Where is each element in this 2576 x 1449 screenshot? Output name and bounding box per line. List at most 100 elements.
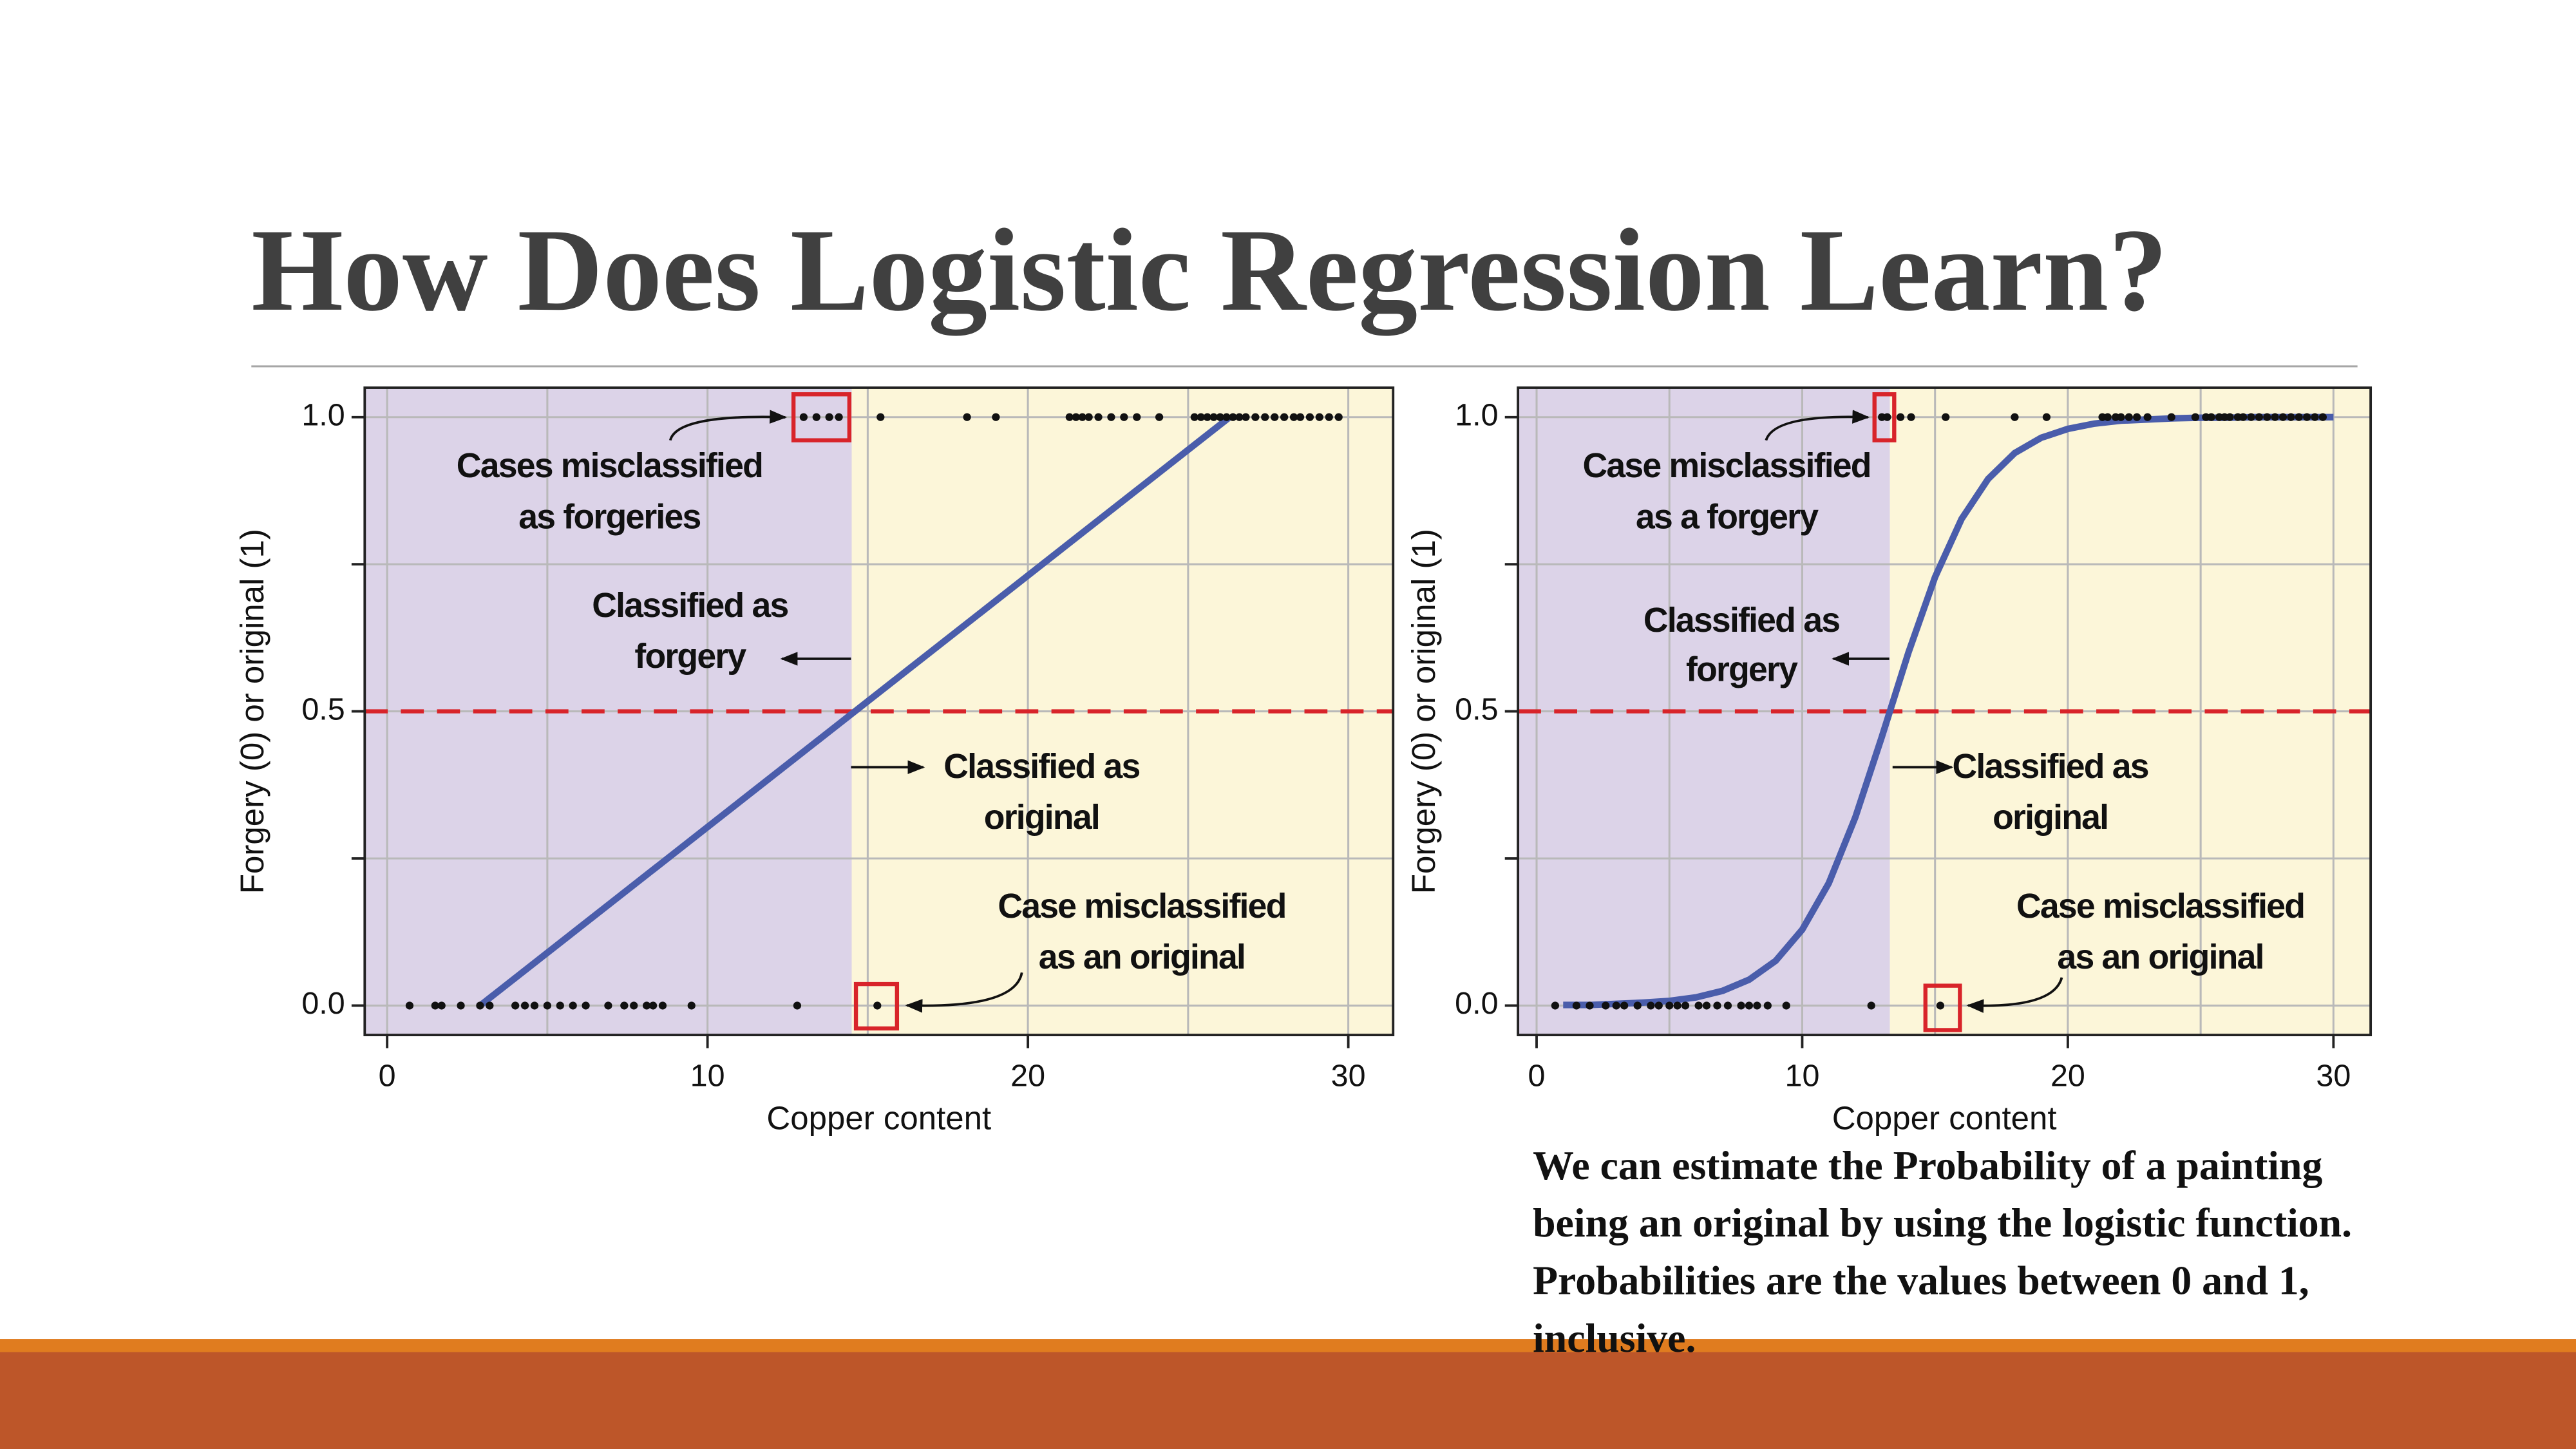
data-point [1334, 413, 1343, 421]
highlight-box [853, 981, 900, 1031]
data-point [520, 1001, 529, 1010]
y-tick-label: 0.0 [301, 986, 345, 1021]
data-point [1867, 1001, 1875, 1010]
y-tick-label: 0.5 [301, 692, 345, 726]
data-point [1702, 1001, 1711, 1010]
data-point [2103, 413, 2112, 421]
data-point [1694, 1001, 1703, 1010]
data-point [1907, 413, 1915, 421]
data-point [873, 1001, 882, 1010]
annotation: original [1993, 799, 2108, 837]
data-point [630, 1001, 638, 1010]
data-point [1094, 413, 1103, 421]
data-point [1551, 1001, 1560, 1010]
x-tick-label: 30 [2316, 1058, 2351, 1093]
data-point [2133, 413, 2141, 421]
data-point [437, 1001, 446, 1010]
data-point [835, 413, 843, 421]
data-point [1222, 413, 1231, 421]
data-point [1305, 413, 1314, 421]
annotation: Classified as [943, 748, 1139, 786]
x-tick-label: 20 [1010, 1058, 1045, 1093]
caption-line: being an original by using the logistic … [1533, 1200, 2352, 1245]
data-point [2311, 413, 2319, 421]
data-point [1197, 413, 1205, 421]
slide-title: How Does Logistic Regression Learn? [251, 204, 2168, 336]
data-point [812, 413, 820, 421]
data-point [2239, 413, 2248, 421]
data-point [1713, 1001, 1721, 1010]
annotation: as an original [2057, 938, 2263, 976]
x-tick-label: 0 [1528, 1058, 1546, 1093]
data-point [2042, 413, 2051, 421]
data-point [1065, 413, 1074, 421]
data-point [1289, 413, 1298, 421]
data-point [642, 1001, 651, 1010]
data-point [992, 413, 1000, 421]
caption-line: inclusive. [1533, 1315, 1696, 1361]
data-point [1896, 413, 1905, 421]
arrow [668, 410, 788, 441]
data-point [1753, 1001, 1761, 1010]
data-point [1681, 1001, 1690, 1010]
data-point [793, 1001, 802, 1010]
data-point [1620, 1001, 1629, 1010]
annotation: as forgeries [518, 498, 700, 536]
data-point [799, 413, 808, 421]
data-point [1763, 1001, 1772, 1010]
annotation: Case misclassified [998, 887, 1285, 925]
data-point [1665, 1001, 1674, 1010]
data-point [476, 1001, 484, 1010]
x-tick-label: 30 [1331, 1058, 1366, 1093]
highlight-box [1923, 983, 1962, 1032]
caption-line: Probabilities are the values between 0 a… [1533, 1258, 2309, 1303]
data-point [431, 1001, 439, 1010]
data-point [556, 1001, 564, 1010]
data-point [1673, 1001, 1681, 1010]
data-point [1229, 413, 1237, 421]
y-tick-label: 0.5 [1455, 692, 1498, 726]
data-point [1190, 413, 1198, 421]
arrow [1765, 410, 1870, 441]
footer-stripe [0, 1339, 2576, 1352]
chart: 0 10 20 30 0.0 0.5 1.0 Copper content Forgery (0… [234, 386, 1395, 1136]
x-tick-label: 0 [379, 1058, 396, 1093]
data-point [1315, 413, 1323, 421]
data-point [1078, 413, 1086, 421]
data-point [1072, 413, 1080, 421]
data-point [620, 1001, 629, 1010]
data-point [1745, 1001, 1754, 1010]
highlight-box [791, 392, 852, 442]
data-point [2255, 413, 2264, 421]
data-point [876, 413, 885, 421]
data-point [1942, 413, 1950, 421]
data-point [1120, 413, 1128, 421]
data-point [1203, 413, 1211, 421]
annotation: as an original [1039, 938, 1245, 976]
data-point [1155, 413, 1164, 421]
annotation: Classified as [1643, 601, 1839, 639]
data-point [569, 1001, 577, 1010]
data-point [963, 413, 971, 421]
data-point [405, 1001, 414, 1010]
annotation: Cases misclassified [457, 447, 762, 485]
data-point [1654, 1001, 1663, 1010]
caption-line: We can estimate the Probability of a pai… [1533, 1142, 2322, 1188]
annotation: Case misclassified [2016, 887, 2304, 925]
data-point [1133, 413, 1141, 421]
fit-line [478, 414, 1232, 1009]
data-point [1883, 413, 1891, 421]
data-point [1325, 413, 1333, 421]
data-point [2011, 413, 2019, 421]
data-point [649, 1001, 658, 1010]
data-point [2143, 413, 2152, 421]
annotations: Cases misclassified as forgeries Classif… [457, 392, 2352, 1361]
data-point [511, 1001, 520, 1010]
data-point [2318, 413, 2327, 421]
chart: 0 10 20 30 0.0 0.5 1.0 Copper content Forgery (0… [1405, 386, 2372, 1136]
data-point [2117, 413, 2125, 421]
data-point [658, 1001, 667, 1010]
annotation: Classified as [592, 587, 788, 625]
data-point [687, 1001, 696, 1010]
